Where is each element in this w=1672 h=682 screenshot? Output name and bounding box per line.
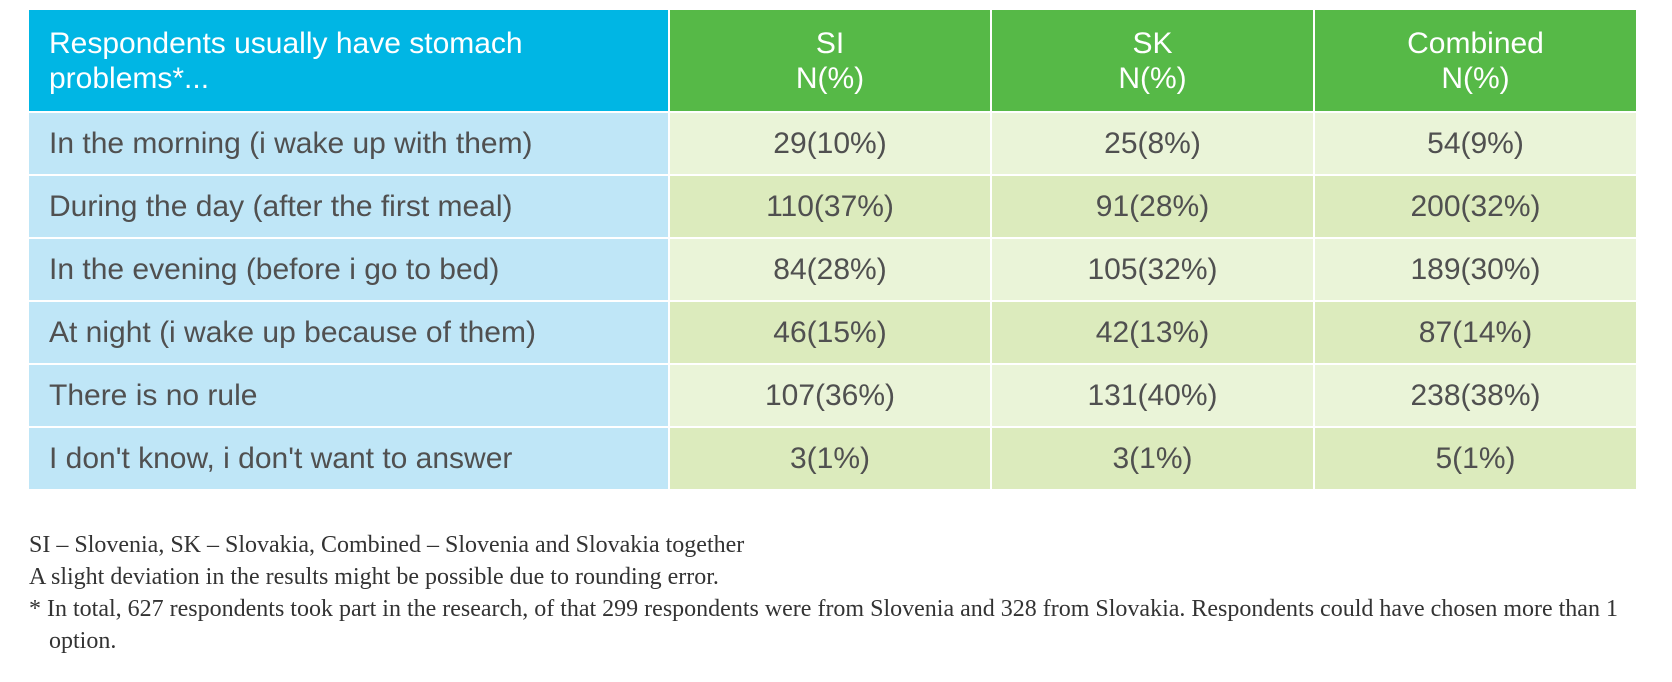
sk-value-cell: 3(1%) [990, 426, 1314, 489]
row-label-cell: At night (i wake up because of them) [29, 300, 670, 364]
combined-value-cell: 200(32%) [1313, 174, 1636, 238]
column-header-unit: N(%) [795, 61, 865, 95]
row-label-cell: There is no rule [29, 363, 670, 427]
row-label-cell: In the morning (i wake up with them) [29, 111, 670, 175]
si-value-cell: 110(37%) [668, 174, 991, 238]
row-label-cell: In the evening (before i go to bed) [29, 237, 670, 301]
column-header-combined: Combined N(%) [1313, 10, 1636, 112]
stomach-problems-table: Respondents usually have stomach problem… [29, 10, 1636, 489]
combined-value-cell: 238(38%) [1313, 363, 1636, 427]
column-header-si: SI N(%) [668, 10, 991, 112]
combined-value-cell: 5(1%) [1313, 426, 1636, 489]
combined-value-cell: 54(9%) [1313, 111, 1636, 175]
rounding-note: A slight deviation in the results might … [29, 564, 719, 590]
si-value-cell: 46(15%) [668, 300, 991, 364]
combined-value-cell: 87(14%) [1313, 300, 1636, 364]
row-label-cell: During the day (after the first meal) [29, 174, 670, 238]
table-row: In the morning (i wake up with them) 29(… [29, 111, 1636, 175]
sk-value-cell: 131(40%) [990, 363, 1314, 427]
column-header-name: SI [815, 26, 845, 60]
table-row: During the day (after the first meal) 11… [29, 174, 1636, 238]
si-value-cell: 3(1%) [668, 426, 991, 489]
column-header-name: Combined [1407, 26, 1544, 60]
sk-value-cell: 91(28%) [990, 174, 1314, 238]
column-header-unit: N(%) [1118, 61, 1187, 95]
stomach-problems-table-container: Respondents usually have stomach problem… [29, 10, 1636, 489]
row-label-cell: I don't know, i don't want to answer [29, 426, 670, 489]
abbreviation-legend: SI – Slovenia, SK – Slovakia, Combined –… [29, 532, 745, 558]
table-notes: SI – Slovenia, SK – Slovakia, Combined –… [29, 529, 1649, 657]
sk-value-cell: 105(32%) [990, 237, 1314, 301]
table-row: In the evening (before i go to bed) 84(2… [29, 237, 1636, 301]
sk-value-cell: 25(8%) [990, 111, 1314, 175]
si-value-cell: 29(10%) [668, 111, 991, 175]
combined-value-cell: 189(30%) [1313, 237, 1636, 301]
si-value-cell: 107(36%) [668, 363, 991, 427]
table-header-row: Respondents usually have stomach problem… [29, 10, 1636, 112]
si-value-cell: 84(28%) [668, 237, 991, 301]
sk-value-cell: 42(13%) [990, 300, 1314, 364]
footnote: * In total, 627 respondents took part in… [29, 596, 1618, 654]
column-header-name: SK [1132, 26, 1173, 60]
column-header-unit: N(%) [1441, 61, 1510, 95]
table-row: At night (i wake up because of them) 46(… [29, 300, 1636, 364]
column-header-sk: SK N(%) [990, 10, 1314, 112]
row-header-cell: Respondents usually have stomach problem… [29, 10, 670, 112]
table-row: I don't know, i don't want to answer 3(1… [29, 426, 1636, 489]
table-row: There is no rule 107(36%) 131(40%) 238(3… [29, 363, 1636, 427]
